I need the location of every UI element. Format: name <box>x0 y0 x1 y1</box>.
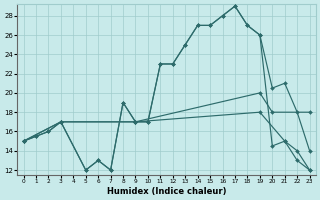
X-axis label: Humidex (Indice chaleur): Humidex (Indice chaleur) <box>107 187 226 196</box>
